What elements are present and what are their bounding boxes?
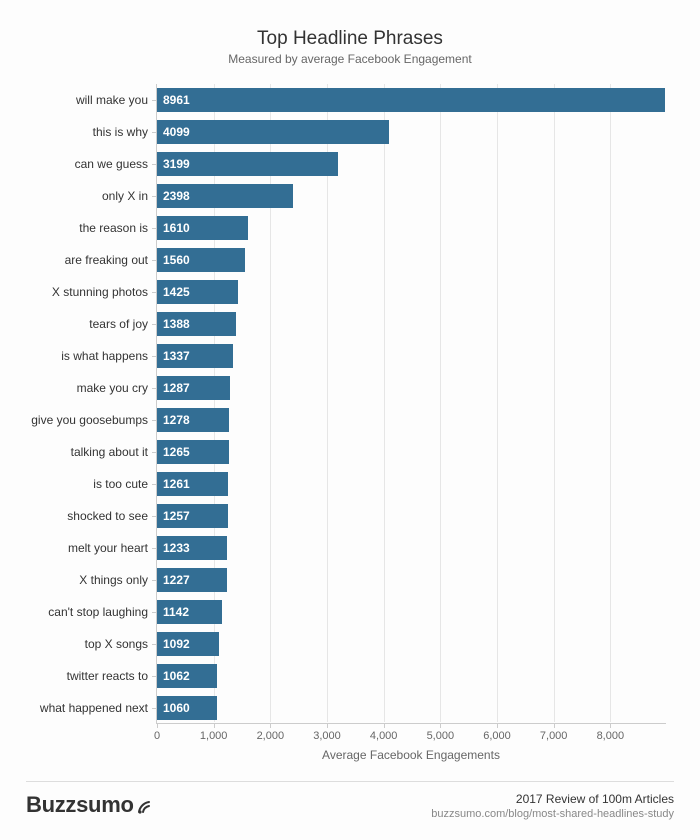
footer: Buzzsumo 2017 Review of 100m Articles bu…: [26, 781, 674, 820]
footer-headline: 2017 Review of 100m Articles: [431, 792, 674, 806]
x-tick-label: 8,000: [597, 730, 625, 742]
plot-area: 01,0002,0003,0004,0005,0006,0007,0008,00…: [156, 84, 666, 724]
x-tick-label: 3,000: [313, 730, 341, 742]
chart-title: Top Headline Phrases: [26, 28, 674, 50]
x-tick-label: 7,000: [540, 730, 568, 742]
bar-value-label: 3199: [163, 152, 190, 176]
bar-value-label: 1610: [163, 216, 190, 240]
bar-value-label: 8961: [163, 88, 190, 112]
bar-value-label: 1233: [163, 536, 190, 560]
category-label: can we guess: [8, 152, 148, 176]
bar-value-label: 1560: [163, 248, 190, 272]
bar-value-label: 1062: [163, 664, 190, 688]
bar: [157, 88, 665, 112]
wifi-icon: [136, 795, 158, 815]
gridline: [384, 84, 385, 722]
category-label: talking about it: [8, 440, 148, 464]
category-label: is what happens: [8, 344, 148, 368]
x-tick-label: 5,000: [427, 730, 455, 742]
bar-value-label: 1227: [163, 568, 190, 592]
category-label: give you goosebumps: [8, 408, 148, 432]
x-tick: [554, 723, 555, 728]
category-label: X things only: [8, 568, 148, 592]
bar-value-label: 1388: [163, 312, 190, 336]
category-label: what happened next: [8, 696, 148, 720]
chart-card: Top Headline Phrases Measured by average…: [0, 0, 700, 840]
bar: [157, 120, 389, 144]
bar-value-label: 1425: [163, 280, 190, 304]
x-tick: [497, 723, 498, 728]
x-tick-label: 6,000: [483, 730, 511, 742]
x-tick: [384, 723, 385, 728]
x-tick: [327, 723, 328, 728]
x-tick-label: 2,000: [257, 730, 285, 742]
category-label: X stunning photos: [8, 280, 148, 304]
gridline: [214, 84, 215, 722]
category-label: is too cute: [8, 472, 148, 496]
gridline: [610, 84, 611, 722]
bar-value-label: 1060: [163, 696, 190, 720]
x-tick: [610, 723, 611, 728]
chart-area: 01,0002,0003,0004,0005,0006,0007,0008,00…: [156, 84, 666, 724]
category-label: only X in: [8, 184, 148, 208]
bar-value-label: 2398: [163, 184, 190, 208]
bar-value-label: 1257: [163, 504, 190, 528]
gridline: [327, 84, 328, 722]
category-label: top X songs: [8, 632, 148, 656]
category-label: shocked to see: [8, 504, 148, 528]
category-label: can't stop laughing: [8, 600, 148, 624]
category-label: will make you: [8, 88, 148, 112]
bar-value-label: 1261: [163, 472, 190, 496]
brand-logo: Buzzsumo: [26, 792, 158, 818]
category-label: the reason is: [8, 216, 148, 240]
x-axis-title: Average Facebook Engagements: [322, 748, 500, 762]
bar-value-label: 1142: [163, 600, 189, 624]
brand-text: Buzzsumo: [26, 792, 134, 818]
gridline: [440, 84, 441, 722]
footer-right: 2017 Review of 100m Articles buzzsumo.co…: [431, 792, 674, 820]
category-label: make you cry: [8, 376, 148, 400]
x-tick: [214, 723, 215, 728]
category-label: this is why: [8, 120, 148, 144]
x-tick-label: 1,000: [200, 730, 228, 742]
bar-value-label: 1265: [163, 440, 190, 464]
chart-subtitle: Measured by average Facebook Engagement: [26, 52, 674, 66]
bar-value-label: 1092: [163, 632, 190, 656]
footer-url: buzzsumo.com/blog/most-shared-headlines-…: [431, 808, 674, 820]
category-label: twitter reacts to: [8, 664, 148, 688]
category-label: are freaking out: [8, 248, 148, 272]
x-tick-label: 4,000: [370, 730, 398, 742]
category-label: tears of joy: [8, 312, 148, 336]
x-tick: [440, 723, 441, 728]
x-tick: [270, 723, 271, 728]
bar-value-label: 1278: [163, 408, 190, 432]
bar-value-label: 1287: [163, 376, 190, 400]
gridline: [497, 84, 498, 722]
gridline: [270, 84, 271, 722]
category-label: melt your heart: [8, 536, 148, 560]
gridline: [554, 84, 555, 722]
x-tick-label: 0: [154, 730, 160, 742]
bar-value-label: 1337: [163, 344, 190, 368]
bar-value-label: 4099: [163, 120, 190, 144]
x-tick: [157, 723, 158, 728]
